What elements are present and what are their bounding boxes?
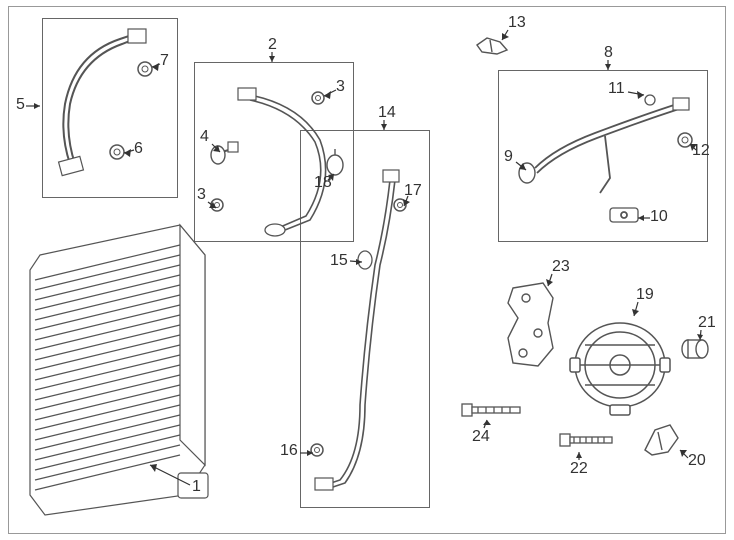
label-21: 21 [698,314,716,332]
label-19: 19 [636,286,654,304]
hose-5 [50,24,170,194]
label-24: 24 [472,428,490,446]
label-6: 6 [134,140,143,158]
hose-8 [505,78,700,236]
label-17: 17 [404,182,422,200]
condenser [20,215,220,515]
label-11: 11 [608,80,625,98]
spacer-21 [680,338,710,360]
label-20: 20 [688,452,706,470]
label-10: 10 [650,208,668,226]
bracket-23 [498,278,568,378]
label-2: 2 [268,36,277,54]
compressor-19 [565,310,675,420]
label-16: 16 [280,442,298,460]
label-4: 4 [200,128,209,146]
label-18: 18 [314,174,332,192]
label-14: 14 [378,104,396,122]
bolt-24 [460,400,525,420]
label-8: 8 [604,44,613,62]
label-15: 15 [330,252,348,270]
label-7: 7 [160,52,169,70]
label-5: 5 [16,96,25,114]
label-12: 12 [692,142,710,160]
clip-20 [640,420,685,460]
label-13: 13 [508,14,526,32]
label-23: 23 [552,258,570,276]
label-9: 9 [504,148,513,166]
label-3a: 3 [336,78,345,96]
label-1: 1 [192,478,201,496]
label-3b: 3 [197,186,206,204]
bolt-22 [558,430,618,450]
label-22: 22 [570,460,588,478]
clip-13 [472,30,512,60]
